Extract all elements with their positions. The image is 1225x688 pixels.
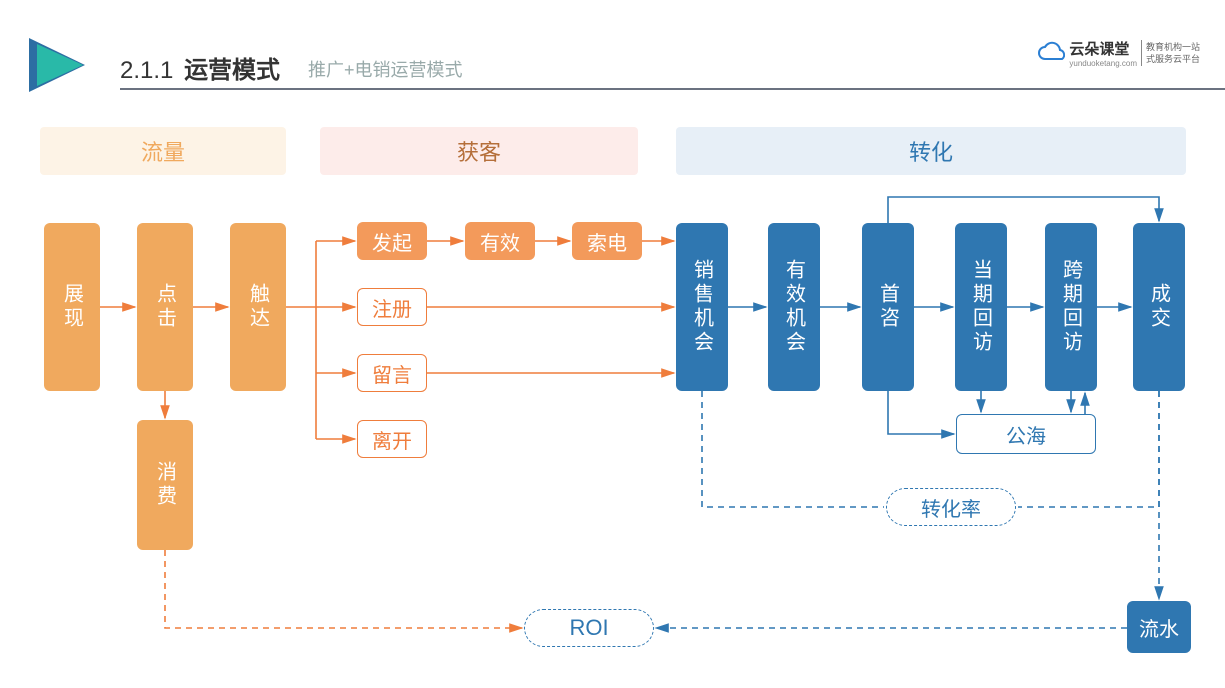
node-show: 展现 [44, 223, 100, 391]
node-msg: 留言 [357, 354, 427, 392]
brand-name: 云朵课堂 [1069, 38, 1137, 59]
node-deal: 成交 [1133, 223, 1185, 391]
section-pill-acquire: 获客 [320, 127, 638, 175]
node-label: 跨期回访 [1057, 259, 1086, 355]
node-click: 点击 [137, 223, 193, 391]
node-effopp: 有效机会 [768, 223, 820, 391]
node-label: 成交 [1145, 283, 1174, 331]
section-number-text: 2.1.1 [120, 57, 173, 84]
node-label: 首咨 [874, 283, 903, 331]
node-cross: 跨期回访 [1045, 223, 1097, 391]
node-reach: 触达 [230, 223, 286, 391]
section-subtitle: 推广+电销运营模式 [308, 56, 463, 82]
section-pill-convert: 转化 [676, 127, 1186, 175]
node-cur: 当期回访 [955, 223, 1007, 391]
node-reg: 注册 [357, 288, 427, 326]
node-label: 触达 [244, 283, 273, 331]
brand-tag-2: 式服务云平台 [1146, 53, 1200, 65]
node-label: 销售机会 [688, 259, 717, 355]
node-first: 首咨 [862, 223, 914, 391]
node-valid: 有效 [465, 222, 535, 260]
node-label: 有效机会 [780, 259, 809, 355]
node-label: 当期回访 [967, 259, 996, 355]
node-spend: 消费 [137, 420, 193, 550]
brand-block: 云朵课堂 yunduoketang.com 教育机构一站 式服务云平台 [1037, 38, 1200, 68]
brand-domain: yunduoketang.com [1069, 59, 1137, 68]
brand-tag-1: 教育机构一站 [1146, 41, 1200, 53]
header-underline [120, 88, 1225, 90]
node-label: 点击 [151, 283, 180, 331]
node-saleopp: 销售机会 [676, 223, 728, 391]
node-roi: ROI [524, 609, 654, 647]
node-label: 消费 [151, 461, 180, 509]
node-flow: 流水 [1127, 601, 1191, 653]
slide-logo-icon [25, 30, 95, 100]
node-start: 发起 [357, 222, 427, 260]
node-phone: 索电 [572, 222, 642, 260]
section-number: 2.1.1 运营模式 [120, 50, 280, 85]
section-title-bold: 运营模式 [184, 57, 280, 84]
node-label: 展现 [58, 283, 87, 331]
node-leave: 离开 [357, 420, 427, 458]
section-pill-traffic: 流量 [40, 127, 286, 175]
brand-cloud-icon [1037, 41, 1065, 65]
node-rate: 转化率 [886, 488, 1016, 526]
brand-divider [1141, 40, 1142, 66]
node-sea: 公海 [956, 414, 1096, 454]
